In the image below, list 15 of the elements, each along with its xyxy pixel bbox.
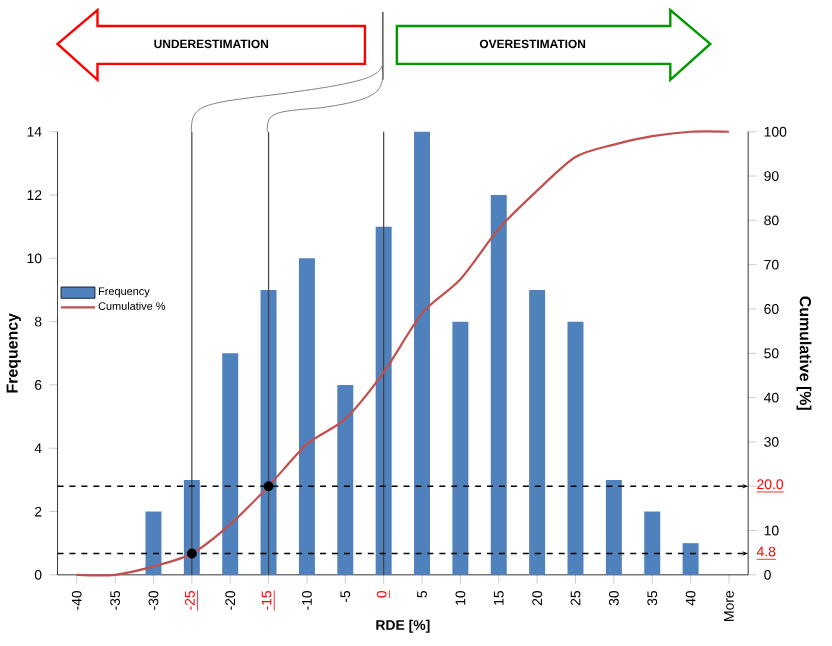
bar xyxy=(260,289,277,575)
bar xyxy=(452,321,469,575)
bar xyxy=(490,194,507,575)
bar xyxy=(337,384,354,575)
bar xyxy=(567,321,584,575)
bar xyxy=(145,511,162,575)
bar xyxy=(222,352,239,575)
bar xyxy=(644,511,661,575)
line-series xyxy=(75,130,731,577)
bar xyxy=(375,226,392,575)
bar xyxy=(682,542,699,575)
bar xyxy=(298,257,315,575)
bar xyxy=(605,479,622,575)
bar xyxy=(529,289,546,575)
bar xyxy=(414,131,431,575)
